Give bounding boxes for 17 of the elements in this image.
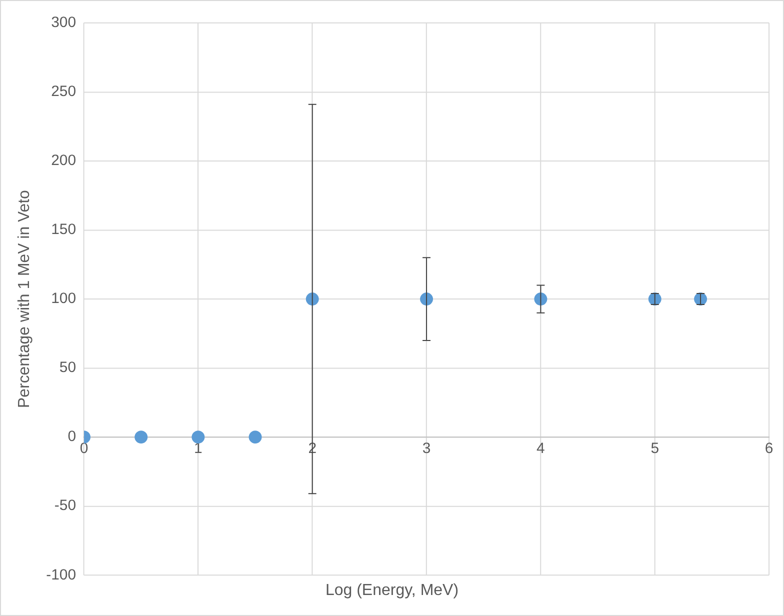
y-tick-label: 250: [51, 83, 76, 100]
y-tick-label: 100: [51, 290, 76, 308]
x-tick-label: 6: [764, 440, 774, 458]
y-tick-label: 200: [51, 152, 76, 170]
x-tick-label: 4: [536, 440, 545, 458]
x-axis-title: Log (Energy, MeV): [324, 582, 460, 600]
y-tick-label: 300: [51, 14, 76, 32]
y-axis-title: Percentage with 1 MeV in Veto: [16, 190, 33, 408]
x-tick-label: 0: [80, 440, 88, 458]
y-tick-label: 150: [51, 221, 76, 238]
x-tick-label: 3: [422, 440, 431, 458]
y-tick-label: -100: [46, 566, 76, 584]
y-tick-label: 50: [59, 359, 76, 376]
x-tick-label: 5: [650, 440, 660, 458]
y-tick-label: 0: [68, 428, 76, 446]
y-tick-label: -50: [54, 497, 76, 514]
x-tick-label: 1: [194, 440, 202, 458]
